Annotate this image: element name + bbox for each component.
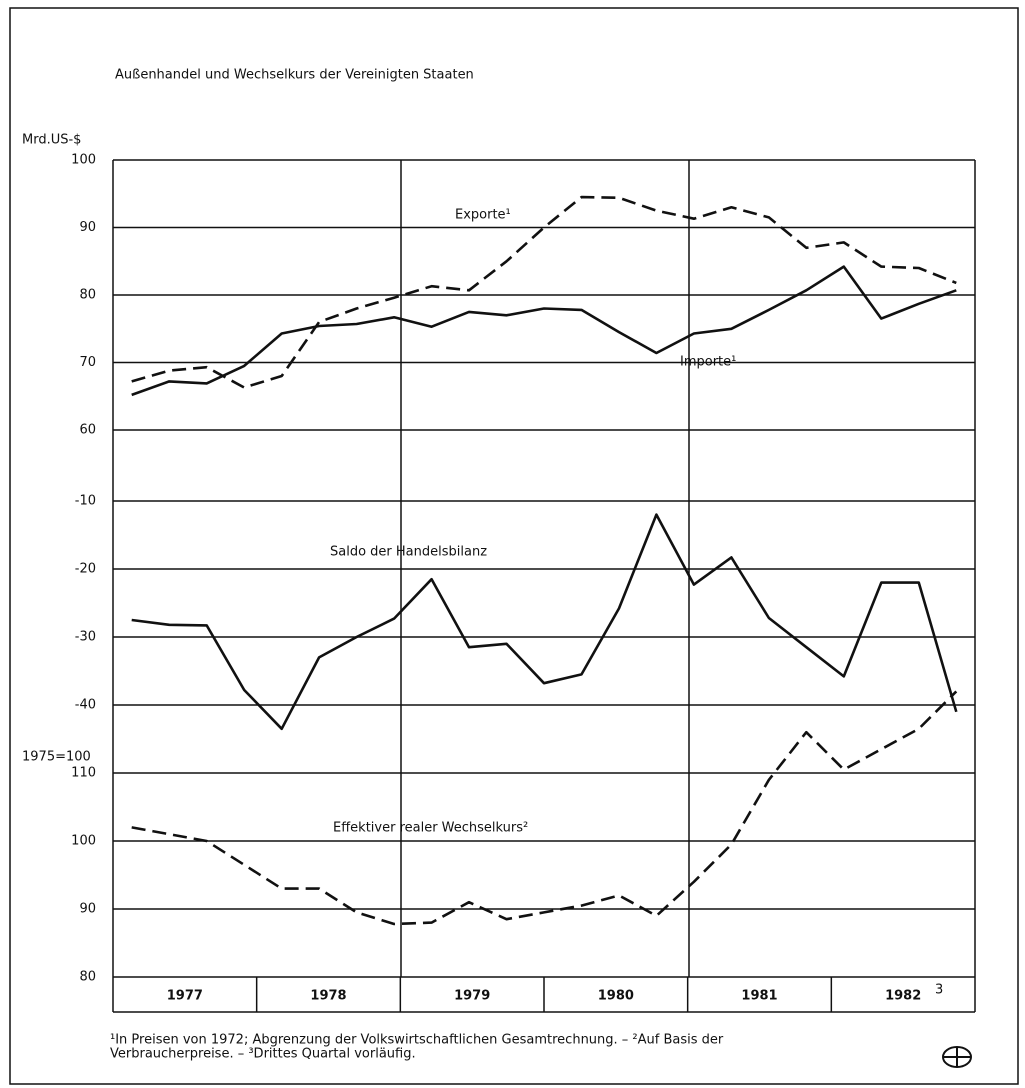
series-label: Saldo der Handelsbilanz — [330, 545, 487, 560]
y-tick-label: 80 — [79, 970, 96, 985]
y-tick-label: 100 — [71, 834, 96, 849]
y-axis-label: Mrd.US-$ — [22, 133, 81, 148]
footnote: Verbraucherpreise. – ³Drittes Quartal vo… — [110, 1047, 416, 1062]
series-label: Exporte¹ — [455, 208, 511, 223]
x-tick-label: 1977 — [167, 989, 203, 1004]
y-tick-label: 100 — [71, 153, 96, 168]
series-line — [131, 265, 957, 397]
y-tick-label: 110 — [71, 766, 96, 781]
x-tick-label: 1978 — [310, 989, 346, 1004]
y-axis-label: 1975=100 — [22, 750, 91, 765]
series-label: Importe¹ — [680, 355, 736, 370]
y-tick-label: 80 — [79, 288, 96, 303]
x-tick-label: 1980 — [598, 989, 634, 1004]
y-tick-label: 60 — [79, 423, 96, 438]
chart-title: Außenhandel und Wechselkurs der Vereinig… — [115, 68, 474, 83]
y-tick-label: -20 — [75, 562, 96, 577]
x-tick-label: 1979 — [454, 989, 490, 1004]
x-tick-label: 1981 — [741, 989, 777, 1004]
x-tick-label: 1982 — [885, 989, 921, 1004]
y-tick-label: -30 — [75, 630, 96, 645]
frame — [9, 7, 1019, 1085]
y-tick-label: 70 — [79, 355, 96, 370]
series-label: Effektiver realer Wechselkurs² — [333, 821, 528, 836]
series-line — [131, 195, 957, 389]
y-tick-label: -40 — [75, 698, 96, 713]
year-note: 3 — [935, 983, 943, 998]
y-tick-label: -10 — [75, 494, 96, 509]
footnote: ¹In Preisen von 1972; Abgrenzung der Vol… — [110, 1033, 724, 1048]
series-line — [131, 513, 958, 731]
series-line — [131, 690, 958, 926]
logo — [942, 1046, 972, 1068]
y-tick-label: 90 — [79, 902, 96, 917]
y-tick-label: 90 — [79, 220, 96, 235]
